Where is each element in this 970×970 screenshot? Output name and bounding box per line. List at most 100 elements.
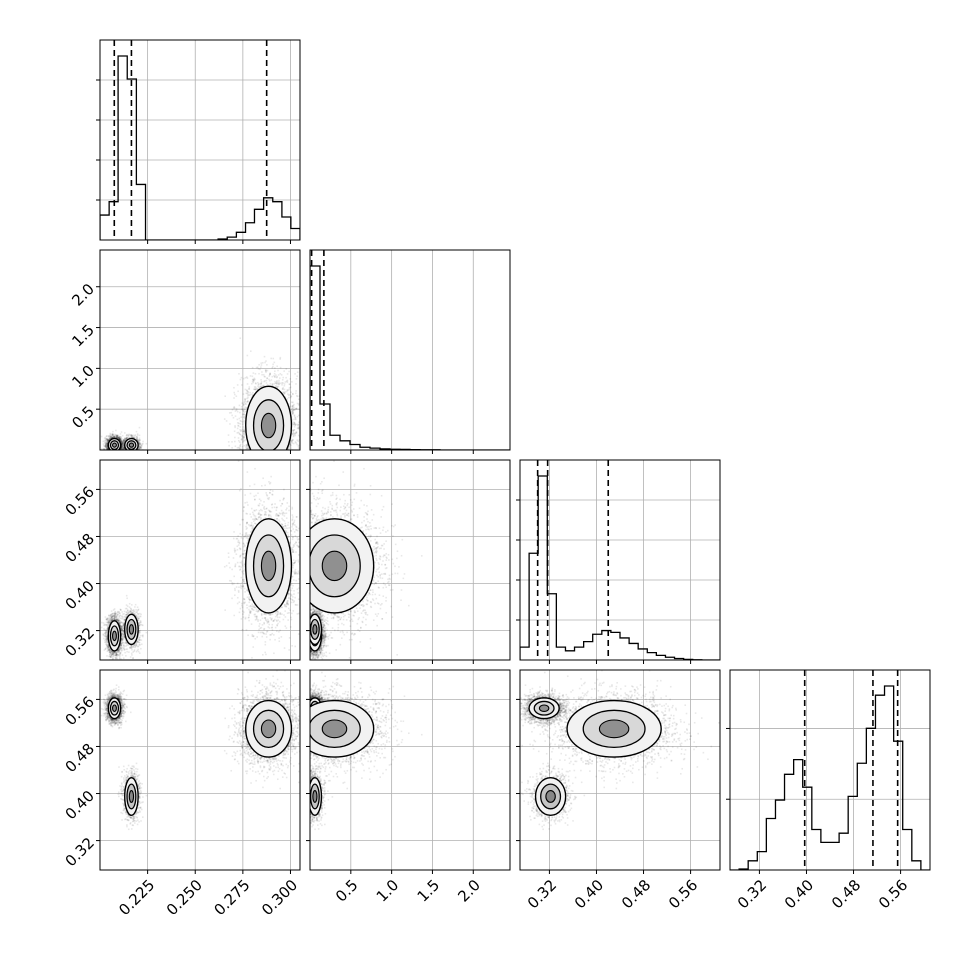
scatter-point (242, 377, 245, 380)
scatter-point (105, 435, 108, 438)
scatter-point (117, 436, 120, 439)
scatter-point (122, 442, 125, 444)
scatter-point (112, 437, 115, 439)
scatter-point (257, 386, 260, 389)
scatter-point (101, 447, 103, 450)
scatter-point (119, 448, 122, 450)
scatter-point (293, 433, 295, 436)
scatter-point (118, 439, 121, 441)
scatter-point (106, 444, 108, 447)
scatter-point (274, 375, 276, 378)
scatter-point (252, 372, 255, 374)
scatter-point (121, 446, 123, 449)
scatter-point (254, 388, 257, 391)
scatter-point (139, 439, 142, 442)
scatter-point (116, 435, 118, 437)
scatter-point (241, 408, 244, 411)
scatter-point (242, 413, 245, 416)
scatter-point (252, 379, 255, 382)
scatter-point (292, 409, 294, 412)
scatter-point (108, 438, 111, 441)
scatter-point (114, 434, 117, 437)
scatter-point (256, 388, 259, 391)
scatter-point (120, 443, 123, 445)
scatter-point (276, 375, 278, 378)
scatter-point (234, 415, 237, 417)
scatter-point (242, 436, 244, 439)
scatter-point (121, 444, 124, 446)
scatter-point (139, 443, 142, 446)
scatter-point (245, 445, 248, 448)
scatter-point (120, 441, 122, 443)
scatter-point (276, 386, 279, 388)
scatter-point (116, 436, 119, 439)
scatter-point (109, 437, 111, 440)
scatter-point (104, 436, 106, 439)
scatter-point (120, 448, 122, 450)
scatter-point (264, 375, 266, 378)
scatter-point (286, 390, 288, 393)
scatter-point (120, 443, 123, 446)
scatter-point (105, 437, 108, 440)
scatter-point (290, 411, 292, 414)
scatter-point (244, 398, 246, 401)
scatter-point (105, 443, 107, 446)
scatter-point (284, 390, 287, 393)
scatter-point (106, 442, 109, 445)
scatter-point (123, 446, 125, 449)
scatter-point (107, 438, 110, 441)
scatter-point (104, 445, 107, 447)
scatter-point (126, 437, 128, 440)
scatter-point (103, 437, 106, 440)
scatter-point (138, 443, 141, 445)
scatter-point (244, 400, 246, 403)
scatter-point (132, 436, 135, 439)
scatter-point (274, 370, 276, 373)
scatter-point (139, 438, 141, 441)
scatter-point (266, 383, 269, 386)
scatter-point (116, 435, 119, 438)
scatter-point (245, 448, 247, 450)
scatter-point (287, 394, 290, 397)
scatter-point (127, 437, 130, 439)
scatter-point (115, 436, 118, 439)
scatter-point (138, 448, 141, 450)
scatter-point (294, 417, 297, 419)
scatter-point (105, 443, 107, 446)
scatter-point (120, 442, 122, 445)
scatter-point (105, 447, 108, 449)
scatter-point (289, 378, 292, 380)
histogram-step (100, 55, 300, 240)
scatter-point (260, 378, 262, 381)
scatter-point (292, 401, 294, 404)
scatter-point (250, 396, 253, 399)
scatter-point (120, 446, 123, 448)
scatter-point (104, 445, 107, 447)
scatter-point (248, 448, 250, 450)
scatter-point (116, 434, 119, 437)
scatter-point (121, 438, 123, 440)
scatter-point (289, 443, 291, 445)
scatter-point (294, 434, 297, 437)
scatter-point (288, 445, 291, 447)
scatter-point (297, 414, 300, 417)
scatter-point (106, 440, 109, 443)
scatter-point (281, 384, 283, 386)
scatter-point (119, 438, 122, 441)
scatter-point (241, 435, 243, 437)
scatter-point (238, 441, 241, 443)
scatter-point (119, 448, 122, 450)
scatter-point (128, 433, 131, 436)
scatter-point (240, 437, 243, 440)
scatter-point (268, 373, 271, 376)
scatter-point (107, 439, 110, 442)
scatter-point (107, 438, 109, 441)
scatter-point (139, 442, 141, 445)
scatter-point (113, 436, 115, 439)
scatter-point (296, 439, 299, 441)
scatter-point (263, 380, 265, 383)
scatter-point (125, 437, 128, 440)
scatter-point (138, 448, 140, 450)
scatter-point (136, 439, 138, 441)
